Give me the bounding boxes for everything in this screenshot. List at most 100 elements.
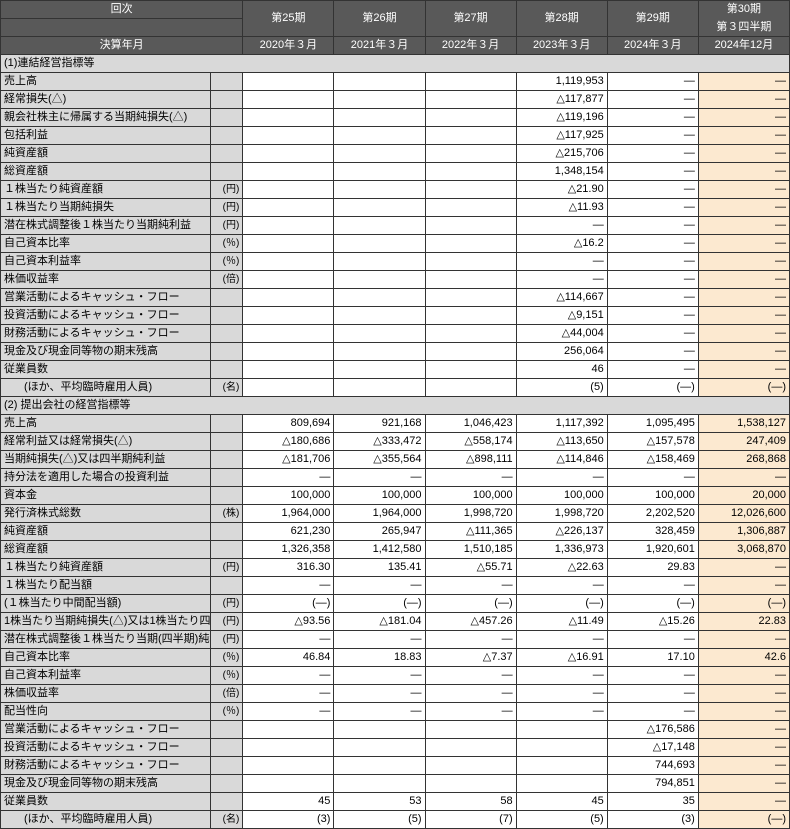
cell <box>425 342 516 360</box>
cell <box>425 306 516 324</box>
row-unit: (株) <box>211 504 243 522</box>
row-label: １株当たり配当額 <box>1 576 211 594</box>
cell: 1,119,953 <box>516 72 607 90</box>
cell <box>425 378 516 396</box>
cell: 247,409 <box>698 432 789 450</box>
cell: 1,326,358 <box>243 540 334 558</box>
cell <box>243 738 334 756</box>
cell <box>516 720 607 738</box>
cell: 20,000 <box>698 486 789 504</box>
cell <box>425 720 516 738</box>
cell <box>243 324 334 342</box>
cell: — <box>698 234 789 252</box>
row-label: 総資産額 <box>1 162 211 180</box>
cell: — <box>698 558 789 576</box>
cell <box>425 360 516 378</box>
row-unit <box>211 432 243 450</box>
cell: 100,000 <box>243 486 334 504</box>
cell: — <box>607 468 698 486</box>
cell: △22.63 <box>516 558 607 576</box>
cell: 45 <box>243 792 334 810</box>
cell: (—) <box>607 378 698 396</box>
row-label: 従業員数 <box>1 360 211 378</box>
row-label: 資本金 <box>1 486 211 504</box>
cell: — <box>607 342 698 360</box>
cell: — <box>698 342 789 360</box>
row-unit: (円) <box>211 630 243 648</box>
table-row: 現金及び現金同等物の期末残高256,064—— <box>1 342 790 360</box>
table-row: 自己資本比率(％)46.8418.83△7.37△16.9117.1042.6 <box>1 648 790 666</box>
cell: 3,068,870 <box>698 540 789 558</box>
row-label: 自己資本利益率 <box>1 252 211 270</box>
cell: 1,412,580 <box>334 540 425 558</box>
cell <box>425 288 516 306</box>
cell: — <box>425 702 516 720</box>
cell: — <box>425 684 516 702</box>
cell: △117,925 <box>516 126 607 144</box>
cell: 1,336,973 <box>516 540 607 558</box>
cell <box>425 90 516 108</box>
cell <box>334 342 425 360</box>
cell <box>425 252 516 270</box>
cell: (—) <box>698 810 789 828</box>
table-row: 総資産額1,326,3581,412,5801,510,1851,336,973… <box>1 540 790 558</box>
cell: 100,000 <box>334 486 425 504</box>
cell <box>334 774 425 792</box>
row-label: 配当性向 <box>1 702 211 720</box>
table-row: １株当たり純資産額(円)△21.90—— <box>1 180 790 198</box>
cell: 1,998,720 <box>516 504 607 522</box>
cell: △898,111 <box>425 450 516 468</box>
cell: — <box>698 324 789 342</box>
row-label: 総資産額 <box>1 540 211 558</box>
cell: — <box>516 630 607 648</box>
table-row: 総資産額1,348,154—— <box>1 162 790 180</box>
cell: △157,578 <box>607 432 698 450</box>
row-unit <box>211 720 243 738</box>
cell: △180,686 <box>243 432 334 450</box>
section-row: (1)連結経営指標等 <box>1 54 790 72</box>
cell <box>334 360 425 378</box>
table-row: (ほか、平均臨時雇用人員)(名)(3)(5)(7)(5)(3)(—) <box>1 810 790 828</box>
cell: — <box>698 702 789 720</box>
cell: — <box>698 684 789 702</box>
row-label: (１株当たり中間配当額) <box>1 594 211 612</box>
header-period-29: 第29期 <box>607 1 698 37</box>
cell <box>425 162 516 180</box>
cell: 1,964,000 <box>243 504 334 522</box>
row-unit: (円) <box>211 594 243 612</box>
cell: (—) <box>334 594 425 612</box>
cell <box>425 108 516 126</box>
cell: — <box>334 666 425 684</box>
row-unit <box>211 162 243 180</box>
cell: △114,667 <box>516 288 607 306</box>
cell <box>334 180 425 198</box>
cell: △226,137 <box>516 522 607 540</box>
cell <box>334 108 425 126</box>
row-label: 当期純損失(△)又は四半期純利益 <box>1 450 211 468</box>
cell <box>425 144 516 162</box>
cell: — <box>607 198 698 216</box>
row-unit: (％) <box>211 648 243 666</box>
cell: — <box>698 288 789 306</box>
cell <box>334 126 425 144</box>
cell <box>243 360 334 378</box>
cell: — <box>607 666 698 684</box>
cell: — <box>607 630 698 648</box>
cell: — <box>698 162 789 180</box>
row-unit <box>211 288 243 306</box>
cell <box>334 306 425 324</box>
cell: — <box>698 666 789 684</box>
row-unit <box>211 324 243 342</box>
row-label: 潜在株式調整後１株当たり当期(四半期)純利益 <box>1 630 211 648</box>
cell: — <box>698 720 789 738</box>
row-label: 従業員数 <box>1 792 211 810</box>
row-label: 財務活動によるキャッシュ・フロー <box>1 756 211 774</box>
cell: — <box>698 72 789 90</box>
cell: 100,000 <box>607 486 698 504</box>
cell: — <box>698 270 789 288</box>
row-label: 純資産額 <box>1 144 211 162</box>
table-row: 売上高809,694921,1681,046,4231,117,3921,095… <box>1 414 790 432</box>
header-row-label: 回次 <box>1 1 243 19</box>
cell: (3) <box>607 810 698 828</box>
cell <box>243 774 334 792</box>
